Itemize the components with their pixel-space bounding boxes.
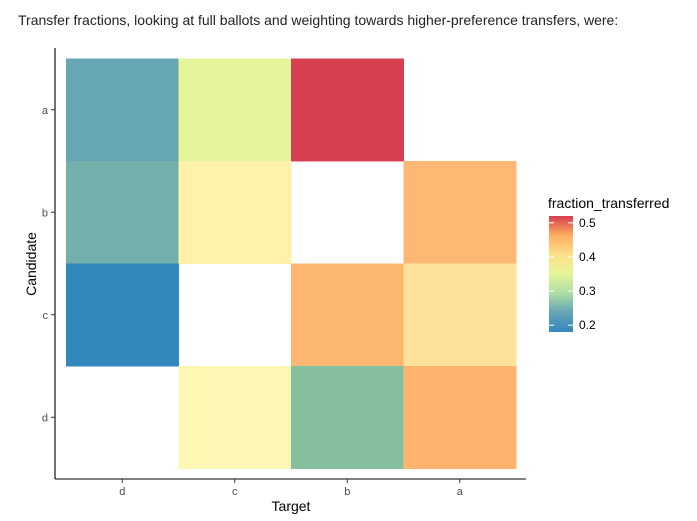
legend-tick-label: 0.3 [579,284,596,298]
legend-ticks: 0.5 0.4 0.3 0.2 [549,216,596,332]
heatmap-cells [66,58,517,469]
x-tick-label: c [232,486,238,498]
x-axis-title: Target [272,498,311,514]
heatmap-cell-c-to-b [291,263,404,367]
heatmap-cell-d-to-c [178,366,292,469]
x-tick-label: d [119,486,125,498]
legend-tick-label: 0.2 [579,318,596,332]
legend-title: fraction_transferred [548,195,669,211]
y-tick-label: d [42,412,48,424]
heatmap-cell-a-to-c [178,58,292,162]
y-tick-label: b [42,207,48,219]
heatmap-cell-b-to-a [403,161,517,264]
x-tick-label: a [457,486,464,498]
legend-tick-label: 0.4 [579,250,596,264]
legend-tick-label: 0.5 [579,216,596,230]
heatmap-cell-b-to-c [178,161,292,264]
heatmap-cell-a-to-d [66,58,179,162]
y-tick-label: a [42,105,49,117]
heatmap-cell-d-to-a [403,366,517,469]
heatmap-cell-c-to-d [66,263,179,367]
y-axis-ticks: a b c d [42,105,55,424]
page-title: Transfer fractions, looking at full ball… [18,12,619,28]
x-tick-label: b [344,486,350,498]
legend: fraction_transferred 0.5 0.4 0.3 0.2 [548,195,669,332]
heatmap-cell-b-to-d [66,161,179,264]
heatmap-cell-d-to-b [291,366,404,469]
y-tick-label: c [43,310,49,322]
heatmap-cell-c-to-a [403,263,517,367]
heatmap-cell-a-to-b [291,58,404,162]
legend-colorbar [549,216,573,332]
y-axis-title: Candidate [23,232,39,296]
